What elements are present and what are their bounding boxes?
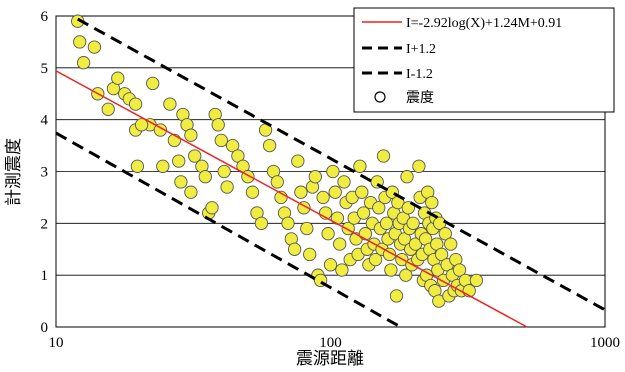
- data-point: [406, 216, 420, 230]
- data-point: [434, 247, 449, 262]
- data-point: [321, 227, 335, 241]
- data-point: [438, 227, 452, 241]
- data-point: [254, 216, 269, 230]
- bound-line-2: [55, 131, 402, 329]
- y-tick-label: 0: [41, 320, 49, 336]
- data-point: [452, 263, 467, 277]
- data-point: [291, 154, 305, 168]
- y-axis-title: 計測震度: [4, 138, 23, 206]
- axis-ticks: 0 1 2 3 4 5 6 10 100 1000: [41, 9, 621, 351]
- data-point: [368, 252, 383, 267]
- data-point: [328, 185, 342, 199]
- data-point: [101, 102, 115, 116]
- regression-line: [55, 70, 528, 328]
- plot-frame: [55, 15, 606, 328]
- data-point: [198, 170, 212, 184]
- data-point: [153, 123, 168, 137]
- data-point: [245, 185, 260, 199]
- data-point: [335, 263, 349, 277]
- legend-label-upper: I+1.2: [406, 42, 436, 57]
- data-point: [294, 185, 308, 199]
- data-point: [76, 56, 91, 70]
- y-tick-label: 6: [41, 9, 49, 25]
- series-lines: [55, 17, 606, 329]
- data-point: [134, 118, 149, 132]
- data-point: [156, 159, 170, 173]
- x-axis-title: 震源距離: [296, 349, 364, 368]
- data-point: [128, 97, 143, 111]
- x-tick-label: 1000: [590, 335, 620, 351]
- data-point: [333, 237, 347, 251]
- data-point: [184, 185, 198, 199]
- data-point: [376, 149, 391, 163]
- data-point: [326, 164, 340, 179]
- y-tick-label: 5: [41, 61, 49, 77]
- data-point: [287, 242, 302, 256]
- data-point: [303, 247, 317, 262]
- data-point: [356, 206, 371, 220]
- data-point: [174, 175, 188, 189]
- data-point: [172, 154, 186, 168]
- data-point: [188, 149, 202, 163]
- x-tick-label: 100: [319, 335, 342, 351]
- x-tick-label: 10: [49, 335, 64, 351]
- scatter-markers: [71, 14, 484, 308]
- legend-marker-icon: [374, 91, 386, 103]
- data-point: [130, 159, 145, 173]
- data-point: [211, 118, 225, 132]
- data-point: [214, 133, 228, 148]
- data-point: [217, 164, 231, 179]
- legend: I=-2.92log(X)+1.24M+0.91 I+1.2 I-1.2 震度: [353, 7, 615, 113]
- data-point: [308, 170, 322, 184]
- data-point: [330, 211, 345, 225]
- data-point: [323, 258, 338, 272]
- y-tick-label: 3: [41, 165, 49, 181]
- data-point: [205, 201, 219, 215]
- data-point: [262, 138, 277, 153]
- data-point: [163, 97, 177, 111]
- data-point: [281, 216, 295, 230]
- legend-label-lower: I-1.2: [406, 67, 433, 82]
- data-point: [220, 180, 234, 194]
- data-point: [184, 128, 198, 142]
- legend-label-regression: I=-2.92log(X)+1.24M+0.91: [406, 16, 562, 31]
- data-point: [73, 35, 87, 49]
- data-point: [384, 263, 398, 277]
- data-point: [379, 216, 394, 230]
- data-point: [425, 195, 439, 210]
- data-point: [316, 190, 330, 205]
- data-point: [372, 201, 386, 215]
- legend-label-intensity: 震度: [406, 90, 434, 106]
- data-point: [389, 289, 404, 303]
- y-tick-label: 1: [41, 268, 49, 284]
- bound-line-1: [76, 17, 606, 312]
- data-point: [300, 221, 314, 236]
- y-tick-label: 2: [41, 216, 49, 232]
- data-point: [111, 71, 125, 85]
- data-point: [87, 40, 102, 54]
- y-tick-label: 4: [41, 113, 49, 129]
- data-point: [337, 175, 351, 189]
- data-point: [412, 159, 426, 173]
- data-point: [444, 237, 458, 251]
- legend-box: [353, 7, 615, 113]
- data-point: [225, 138, 240, 153]
- data-point: [270, 175, 284, 189]
- data-point: [355, 185, 369, 199]
- data-point: [399, 268, 413, 282]
- data-point: [400, 170, 414, 184]
- data-point: [469, 273, 484, 288]
- data-point: [353, 159, 367, 173]
- data-point: [146, 76, 160, 91]
